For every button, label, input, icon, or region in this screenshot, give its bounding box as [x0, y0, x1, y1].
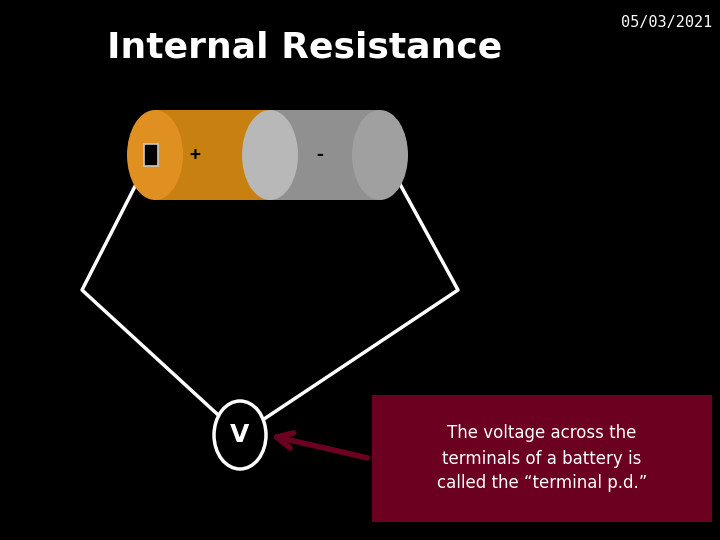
Text: -: - — [315, 146, 325, 164]
Bar — [372, 395, 712, 522]
Ellipse shape — [352, 110, 408, 200]
Text: The voltage across the
terminals of a battery is
called the “terminal p.d.”: The voltage across the terminals of a ba… — [437, 424, 647, 492]
Ellipse shape — [127, 110, 183, 200]
Ellipse shape — [214, 401, 266, 469]
FancyBboxPatch shape — [144, 144, 158, 166]
Text: +: + — [189, 146, 200, 164]
Text: V: V — [230, 423, 250, 447]
Ellipse shape — [242, 110, 298, 200]
Bar — [270, 110, 380, 200]
Text: Internal Resistance: Internal Resistance — [107, 30, 503, 64]
Text: 05/03/2021: 05/03/2021 — [621, 15, 712, 30]
Bar — [155, 110, 270, 200]
